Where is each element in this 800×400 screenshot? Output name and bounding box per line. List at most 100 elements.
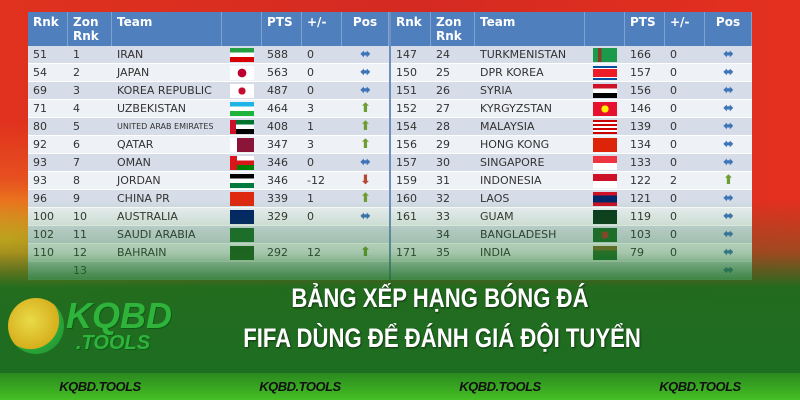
rank-cell: 93 — [33, 156, 47, 169]
arrow-same-icon: ⬌ — [723, 64, 734, 80]
flag-cell — [222, 65, 262, 80]
change-cell: 3 — [307, 138, 314, 151]
position-cell: ⬆ — [342, 101, 389, 117]
position-cell: ⬆ — [342, 191, 389, 207]
change-cell: 0 — [307, 48, 314, 61]
position-cell: ⬌ — [342, 83, 389, 99]
logo: KQBD .TOOLS — [8, 298, 172, 354]
change-cell: 0 — [670, 66, 677, 79]
header-pos: Pos — [342, 12, 389, 46]
arrow-up-icon: ⬆ — [360, 118, 371, 134]
position-cell: ⬆ — [342, 119, 389, 135]
flag-icon — [230, 101, 254, 116]
arrow-same-icon: ⬌ — [360, 154, 371, 170]
title-line-1: BẢNG XẾP HẠNG BÓNG ĐÁ — [291, 283, 589, 313]
header-flag — [222, 12, 262, 46]
points-cell: 347 — [267, 138, 288, 151]
zone-rank-cell: 30 — [436, 156, 450, 169]
header-zon: Zon Rnk — [68, 12, 112, 46]
table-row: 51 1 IRAN 588 0 ⬌ — [28, 46, 389, 64]
flag-cell — [222, 119, 262, 134]
change-cell: 0 — [307, 84, 314, 97]
header-rnk: Rnk — [391, 12, 431, 46]
footer-brand[interactable]: KQBD.TOOLS — [59, 379, 141, 394]
flag-icon — [593, 137, 617, 152]
points-cell: 588 — [267, 48, 288, 61]
flag-icon — [593, 119, 617, 134]
points-cell: 563 — [267, 66, 288, 79]
flag-cell — [585, 65, 625, 80]
arrow-same-icon: ⬌ — [723, 100, 734, 116]
position-cell: ⬆ — [705, 173, 752, 189]
rank-cell: 54 — [33, 66, 47, 79]
change-cell: 0 — [670, 156, 677, 169]
team-cell: JAPAN — [117, 66, 150, 79]
flag-icon — [230, 47, 254, 62]
logo-main: KQBD — [66, 295, 172, 336]
arrow-same-icon: ⬌ — [360, 82, 371, 98]
flag-icon — [230, 65, 254, 80]
position-cell: ⬌ — [342, 155, 389, 171]
flag-cell — [222, 47, 262, 62]
arrow-same-icon: ⬌ — [360, 64, 371, 80]
table-row: 71 4 UZBEKISTAN 464 3 ⬆ — [28, 100, 389, 118]
arrow-up-icon: ⬆ — [360, 100, 371, 116]
arrow-down-icon: ⬇ — [360, 172, 371, 188]
table-row: 156 29 HONG KONG 134 0 ⬌ — [391, 136, 752, 154]
zone-rank-cell: 2 — [73, 66, 80, 79]
flag-cell — [585, 155, 625, 170]
header-pos: Pos — [705, 12, 752, 46]
footer-brand[interactable]: KQBD.TOOLS — [459, 379, 541, 394]
team-cell: INDONESIA — [480, 174, 542, 187]
flag-cell — [585, 83, 625, 98]
team-cell: UNITED ARAB EMIRATES — [117, 122, 214, 131]
points-cell: 346 — [267, 156, 288, 169]
table-row: 54 2 JAPAN 563 0 ⬌ — [28, 64, 389, 82]
points-cell: 408 — [267, 120, 288, 133]
position-cell: ⬌ — [342, 65, 389, 81]
zone-rank-cell: 24 — [436, 48, 450, 61]
rank-cell: 69 — [33, 84, 47, 97]
team-cell: KYRGYZSTAN — [480, 102, 553, 115]
team-cell: DPR KOREA — [480, 66, 544, 79]
footer-brand[interactable]: KQBD.TOOLS — [259, 379, 341, 394]
change-cell: 1 — [307, 120, 314, 133]
header-flag — [585, 12, 625, 46]
flag-cell — [222, 83, 262, 98]
points-cell: 122 — [630, 174, 651, 187]
title-line-2: FIFA DÙNG ĐỂ ĐÁNH GIÁ ĐỘI TUYỂN — [243, 323, 641, 353]
table-row: 92 6 QATAR 347 3 ⬆ — [28, 136, 389, 154]
header-diff: +/- — [302, 12, 342, 46]
points-cell: 134 — [630, 138, 651, 151]
flag-icon — [230, 173, 254, 188]
position-cell: ⬌ — [705, 83, 752, 99]
change-cell: 0 — [670, 138, 677, 151]
table-row: 159 31 INDONESIA 122 2 ⬆ — [391, 172, 752, 190]
header-team: Team — [475, 12, 585, 46]
flag-cell — [222, 101, 262, 116]
team-cell: OMAN — [117, 156, 151, 169]
position-cell: ⬌ — [705, 119, 752, 135]
green-overlay — [0, 200, 800, 375]
points-cell: 464 — [267, 102, 288, 115]
change-cell: 0 — [670, 48, 677, 61]
header-pts: PTS — [625, 12, 665, 46]
table-row: 154 28 MALAYSIA 139 0 ⬌ — [391, 118, 752, 136]
zone-rank-cell: 31 — [436, 174, 450, 187]
zone-rank-cell: 3 — [73, 84, 80, 97]
flag-icon — [593, 83, 617, 98]
flag-icon — [593, 101, 617, 116]
footer-brand[interactable]: KQBD.TOOLS — [659, 379, 741, 394]
zone-rank-cell: 25 — [436, 66, 450, 79]
team-cell: JORDAN — [117, 174, 161, 187]
header-zon: Zon Rnk — [431, 12, 475, 46]
change-cell: 2 — [670, 174, 677, 187]
position-cell: ⬇ — [342, 173, 389, 189]
flag-icon — [593, 155, 617, 170]
points-cell: 146 — [630, 102, 651, 115]
flag-cell — [585, 173, 625, 188]
position-cell: ⬌ — [705, 65, 752, 81]
flag-icon — [230, 119, 254, 134]
rank-cell: 150 — [396, 66, 417, 79]
flag-cell — [222, 155, 262, 170]
